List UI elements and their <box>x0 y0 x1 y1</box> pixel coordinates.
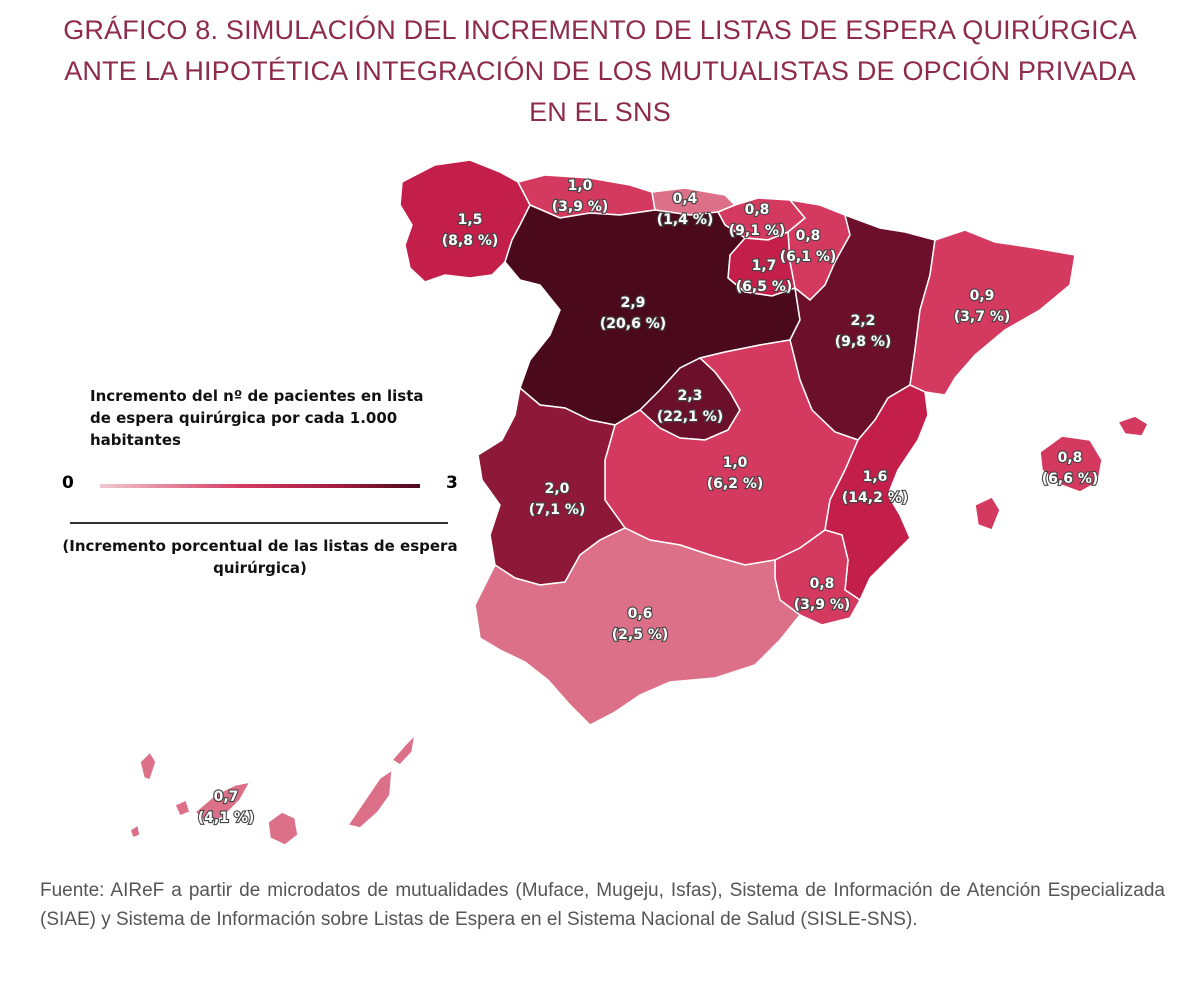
region-pct-label-baleares: (6,6 %) <box>1042 471 1099 487</box>
region-value-label-murcia: 0,8 <box>810 576 835 592</box>
chart-title-line-3: EN EL SNS <box>529 97 671 127</box>
region-value-label-castilla-la-mancha: 1,0 <box>723 455 748 471</box>
region-value-label-andalucia: 0,6 <box>628 606 653 622</box>
region-canarias-gomera[interactable] <box>174 798 191 817</box>
region-value-label-castilla-y-leon: 2,9 <box>621 295 646 311</box>
region-canarias-gran-canaria[interactable] <box>267 811 299 846</box>
legend-subtitle: (Incremento porcentual de las listas de … <box>62 537 458 577</box>
region-pct-label-murcia: (3,9 %) <box>794 597 851 613</box>
region-pct-label-asturias: (3,9 %) <box>552 199 609 215</box>
region-labels-layer: 1,5 (8,8 %) 1,0 (3,9 %) 0,4 (1,4 %) 0,8 (9,1 %)… <box>197 177 1100 827</box>
region-pct-label-cantabria: (1,4 %) <box>657 212 714 228</box>
region-value-label-madrid: 2,3 <box>678 388 703 404</box>
region-pct-label-castilla-y-leon: (20,6 %) <box>600 316 666 332</box>
region-baleares-menorca[interactable] <box>1116 415 1149 437</box>
region-pct-label-pais-vasco: (9,1 %) <box>729 223 786 239</box>
region-pct-label-castilla-la-mancha: (6,2 %) <box>707 476 764 492</box>
region-baleares-ibiza[interactable] <box>974 496 1001 531</box>
region-value-label-galicia: 1,5 <box>458 212 483 228</box>
region-value-label-cantabria: 0,4 <box>673 191 698 207</box>
map-legend: Incremento del nº de pacientes en lista … <box>62 385 458 577</box>
region-pct-label-aragon: (9,8 %) <box>835 334 892 350</box>
region-cataluna[interactable] <box>909 229 1076 396</box>
region-canarias-tenerife[interactable] <box>193 780 252 823</box>
region-canarias-lanzarote[interactable] <box>390 732 417 766</box>
legend-color-scale: 0 3 <box>62 473 462 497</box>
region-pct-label-comunidad-valenciana: (14,2 %) <box>842 490 908 506</box>
region-canarias-el-hierro[interactable] <box>129 823 141 839</box>
region-value-label-pais-vasco: 0,8 <box>745 202 770 218</box>
regions-layer <box>129 159 1149 846</box>
region-pct-label-galicia: (8,8 %) <box>442 233 499 249</box>
region-pct-label-cataluna: (3,7 %) <box>954 309 1011 325</box>
spain-choropleth-map: 1,5 (8,8 %) 1,0 (3,9 %) 0,4 (1,4 %) 0,8 (9,1 %)… <box>129 159 1149 846</box>
region-value-label-navarra: 0,8 <box>796 228 821 244</box>
chart-title-line-2: ANTE LA HIPOTÉTICA INTEGRACIÓN DE LOS MU… <box>64 56 1136 86</box>
legend-gradient-bar <box>100 484 420 488</box>
source-note: Fuente: AIReF a partir de microdatos de … <box>40 880 1165 930</box>
chart-title: GRÁFICO 8. SIMULACIÓN DEL INCREMENTO DE … <box>20 10 1180 133</box>
region-pct-label-madrid: (22,1 %) <box>657 409 723 425</box>
region-pct-label-la-rioja: (6,5 %) <box>736 279 793 295</box>
region-galicia[interactable] <box>399 159 531 283</box>
region-value-label-extremadura: 2,0 <box>545 481 570 497</box>
region-value-label-comunidad-valenciana: 1,6 <box>863 469 888 485</box>
region-pct-label-extremadura: (7,1 %) <box>529 502 586 518</box>
region-value-label-la-rioja: 1,7 <box>752 258 777 274</box>
region-value-label-canarias: 0,7 <box>214 789 239 805</box>
region-value-label-baleares: 0,8 <box>1058 450 1083 466</box>
legend-scale-max: 3 <box>446 473 458 493</box>
legend-title: Incremento del nº de pacientes en lista … <box>90 387 424 449</box>
region-pct-label-navarra: (6,1 %) <box>780 249 837 265</box>
region-value-label-cataluna: 0,9 <box>970 288 995 304</box>
legend-scale-min: 0 <box>62 473 74 493</box>
region-pct-label-canarias: (4,1 %) <box>198 810 255 826</box>
region-andalucia[interactable] <box>474 527 802 726</box>
region-canarias-la-palma[interactable] <box>139 750 157 781</box>
region-value-label-asturias: 1,0 <box>568 178 593 194</box>
chart-title-line-1: GRÁFICO 8. SIMULACIÓN DEL INCREMENTO DE … <box>63 15 1137 45</box>
region-pct-label-andalucia: (2,5 %) <box>612 627 669 643</box>
region-canarias-fuerteventura[interactable] <box>346 768 393 829</box>
region-value-label-aragon: 2,2 <box>851 313 876 329</box>
legend-divider <box>70 522 448 524</box>
region-baleares[interactable] <box>1039 435 1103 493</box>
